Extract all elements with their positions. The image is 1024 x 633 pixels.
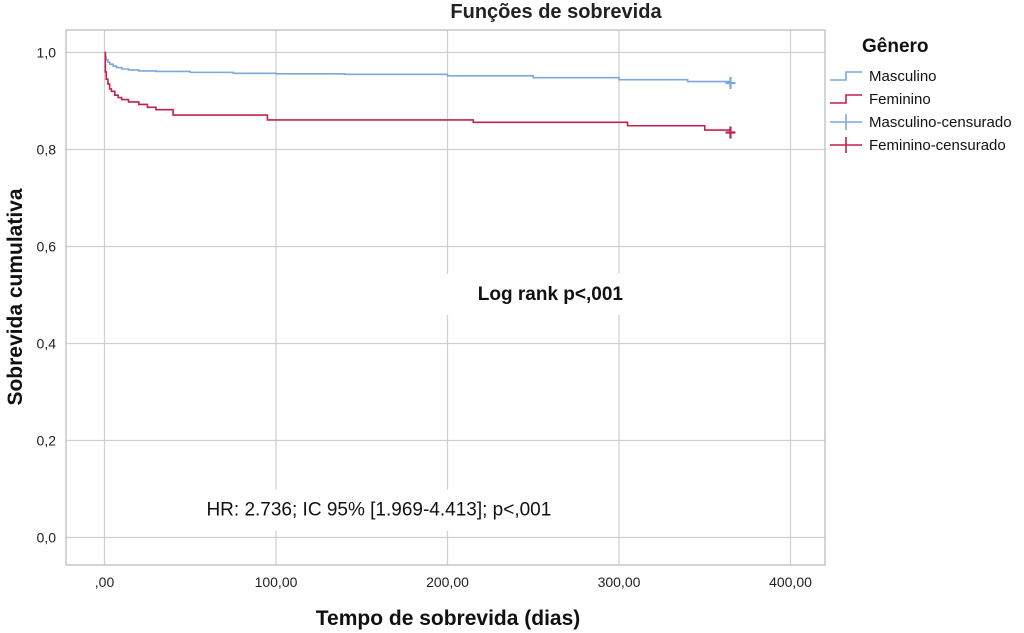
series-line-feminino (104, 51, 732, 133)
series-line-masculino (104, 51, 732, 84)
annotation-1: HR: 2.736; IC 95% [1.969-4.413]; p<,001 (206, 500, 551, 521)
legend-title: Gênero (862, 36, 929, 57)
legend-swatch-3 (830, 137, 862, 153)
censor-mark-feminino-0 (725, 126, 736, 139)
annotation-background-0 (419, 273, 682, 315)
y-tick-label-1: 0,2 (37, 433, 57, 449)
plot-frame (65, 29, 826, 566)
x-tick-labels: ,00 100,00 200,00 300,00 400,00 (95, 574, 812, 590)
y-tick-label-4: 0,8 (37, 142, 57, 158)
legend-label-0: Masculino (869, 68, 937, 85)
legend-swatch-1 (830, 94, 862, 104)
x-tick-label-2: 200,00 (426, 574, 469, 590)
y-tick-labels: 0,0 0,2 0,4 0,6 0,8 1,0 (37, 45, 57, 546)
y-axis-title: Sobrevida cumulativa (4, 188, 27, 405)
annotation-0: Log rank p<,001 (478, 284, 624, 305)
annotation-background-1 (148, 489, 610, 531)
y-tick-label-0: 0,0 (37, 530, 57, 546)
annotations: Log rank p<,001 HR: 2.736; IC 95% [1.969-… (148, 273, 682, 531)
legend: Gênero Masculino Feminino Masculino-censur… (830, 36, 1012, 154)
legend-label-1: Feminino (869, 91, 931, 108)
legend-swatch-0 (830, 71, 862, 81)
series-layer (104, 51, 736, 139)
legend-label-3: Feminino-censurado (869, 137, 1006, 154)
chart-title: Funções de sobrevida (450, 1, 662, 23)
x-axis-title: Tempo de sobrevida (dias) (316, 607, 581, 630)
censor-mark-masculino-0 (725, 77, 736, 90)
x-tick-label-1: 100,00 (255, 574, 298, 590)
x-tick-label-3: 300,00 (598, 574, 641, 590)
x-tick-label-4: 400,00 (769, 574, 812, 590)
y-tick-label-5: 1,0 (37, 45, 57, 61)
legend-label-2: Masculino-censurado (869, 114, 1012, 131)
y-tick-label-3: 0,6 (37, 239, 57, 255)
x-tick-label-0: ,00 (95, 574, 115, 590)
y-tick-label-2: 0,4 (37, 336, 57, 352)
legend-swatch-2 (830, 114, 862, 130)
